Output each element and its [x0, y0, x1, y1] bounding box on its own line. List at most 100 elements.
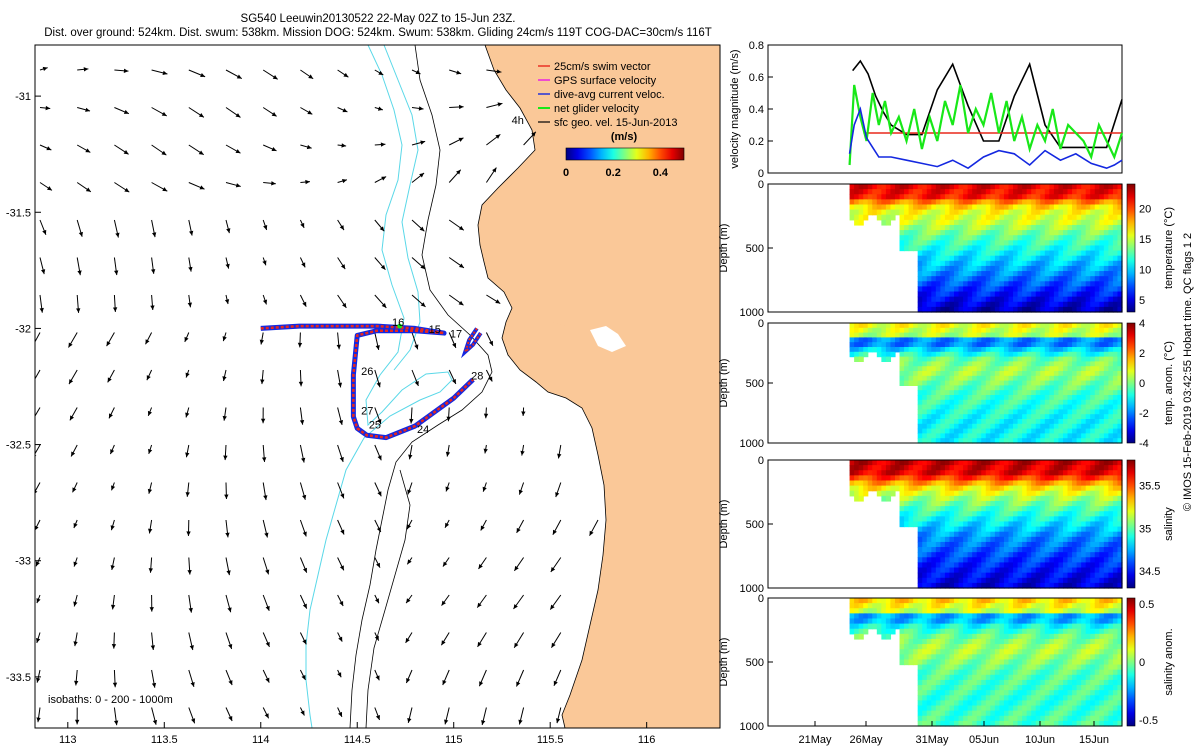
velocity-vector-head — [375, 675, 380, 681]
section-cell — [904, 184, 910, 190]
section-cell — [981, 705, 987, 712]
section-cell — [1067, 189, 1073, 195]
section-cell — [1026, 495, 1032, 502]
section-cell — [976, 705, 982, 712]
section-cell — [1099, 572, 1105, 579]
section-cell — [1035, 475, 1041, 482]
velocity-vector-head — [46, 146, 52, 151]
section-cell — [922, 380, 928, 386]
section-cell — [1053, 255, 1060, 262]
section-cell — [994, 245, 1001, 252]
section-cell — [1017, 361, 1023, 367]
section-cell — [1022, 567, 1028, 574]
section-cell — [994, 240, 1001, 247]
section-cell — [972, 347, 978, 353]
section-cell — [881, 323, 887, 329]
section-cell — [1081, 572, 1087, 579]
section-cell — [985, 638, 991, 645]
velocity-vector-head — [297, 342, 303, 348]
section-cell — [1072, 199, 1078, 206]
section-cell — [913, 475, 919, 482]
temp-anom-cbar-label: temp. anom. (°C) — [1163, 341, 1175, 425]
section-cell — [994, 390, 1001, 396]
section-cell — [994, 230, 1001, 236]
section-cell — [935, 638, 941, 645]
section-cell — [1040, 265, 1046, 272]
section-cell — [1044, 219, 1050, 226]
section-cell — [913, 204, 919, 211]
section-cell — [913, 337, 919, 343]
section-cell — [1099, 419, 1105, 425]
velocity-vector-head — [36, 677, 41, 683]
section-cell — [985, 536, 991, 543]
section-cell — [1112, 347, 1119, 353]
section-cell — [1072, 500, 1078, 507]
section-cell — [1049, 291, 1055, 298]
section-cell — [1013, 552, 1019, 558]
section-cell — [1062, 366, 1069, 372]
section-cell — [922, 414, 928, 420]
section-cell — [976, 409, 982, 415]
section-cell — [1035, 327, 1041, 334]
section-cell — [1035, 337, 1041, 343]
section-cell — [1013, 572, 1019, 579]
section-cell — [854, 603, 860, 609]
section-cell — [1017, 475, 1023, 482]
section-cell — [1013, 475, 1019, 482]
section-cell — [1031, 366, 1037, 372]
section-cell — [1035, 470, 1041, 476]
section-cell — [1035, 511, 1041, 517]
section-cell — [1112, 184, 1119, 190]
section-cell — [1099, 209, 1105, 216]
section-cell — [967, 572, 973, 579]
section-cell — [958, 342, 964, 348]
section-cell — [913, 347, 919, 353]
velocity-vector-head — [516, 681, 521, 687]
section-cell — [981, 375, 987, 382]
section-cell — [894, 598, 901, 604]
section-cell — [963, 485, 969, 492]
section-cell — [1076, 189, 1082, 195]
section-cell — [985, 361, 991, 367]
velocity-vector-head — [301, 262, 306, 268]
section-cell — [913, 654, 919, 661]
section-cell — [944, 361, 951, 367]
section-cell — [908, 598, 914, 604]
section-cell — [990, 618, 996, 625]
section-cell — [1049, 265, 1055, 272]
section-cell — [1053, 562, 1060, 569]
section-cell — [917, 685, 923, 691]
section-cell — [1031, 332, 1037, 338]
section-cell — [994, 250, 1001, 257]
section-cell — [858, 332, 864, 338]
section-cell — [990, 230, 996, 236]
section-cell — [958, 204, 964, 211]
section-cell — [967, 404, 973, 410]
temperature-cbar-label: temperature (°C) — [1163, 207, 1175, 289]
section-cell — [1022, 276, 1028, 282]
section-cell — [940, 271, 946, 277]
section-cell — [940, 679, 946, 686]
section-cell — [1062, 306, 1069, 313]
section-cell — [904, 644, 910, 650]
section-cell — [1022, 552, 1028, 558]
section-cell — [981, 433, 987, 439]
section-cell — [931, 500, 937, 507]
section-cell — [1022, 475, 1028, 482]
velocity-vector-head — [272, 75, 278, 80]
section-cell — [949, 265, 955, 272]
section-cell — [1058, 480, 1064, 487]
section-cell — [990, 286, 996, 293]
section-cell — [981, 209, 987, 216]
section-cell — [949, 366, 955, 372]
section-cell — [1094, 399, 1100, 406]
section-cell — [1040, 531, 1046, 538]
section-cell — [1094, 495, 1100, 502]
velocity-vector-head — [271, 112, 277, 117]
section-cell — [949, 623, 955, 630]
section-cell — [1062, 531, 1069, 538]
section-cell — [1076, 276, 1082, 282]
section-cell — [1022, 332, 1028, 338]
section-cell — [935, 296, 941, 303]
